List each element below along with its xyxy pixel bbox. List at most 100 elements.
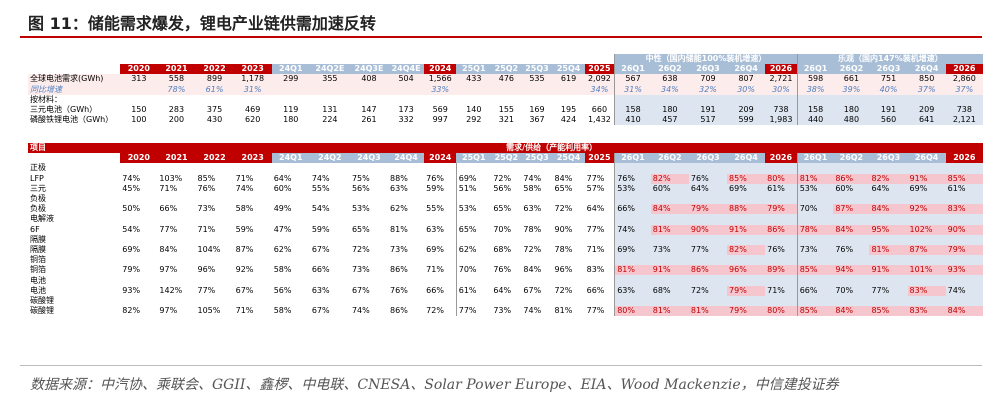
cell: 67% bbox=[235, 285, 254, 295]
cell bbox=[272, 214, 310, 224]
cell: 90% bbox=[945, 224, 983, 235]
column-header: 26Q2 bbox=[650, 64, 689, 75]
cell: 51% bbox=[455, 183, 492, 194]
cell bbox=[727, 234, 766, 245]
cell bbox=[833, 193, 870, 205]
cell: 62% bbox=[273, 244, 292, 254]
cell: 70% bbox=[833, 285, 870, 296]
cell: 71% bbox=[426, 265, 444, 275]
cell bbox=[491, 296, 521, 306]
cell: 86% bbox=[390, 265, 408, 275]
column-header: 25Q4 bbox=[552, 153, 585, 164]
cell: 85% bbox=[945, 173, 983, 184]
cell: 504 bbox=[388, 74, 425, 85]
cell: 76% bbox=[765, 244, 798, 256]
cell: 599 bbox=[727, 115, 766, 126]
column-header: 24Q1 bbox=[271, 153, 310, 164]
cell bbox=[796, 163, 834, 174]
cell: 77% bbox=[197, 285, 216, 295]
cell bbox=[553, 296, 585, 306]
cell: 53% bbox=[614, 183, 651, 194]
column-header: 2022 bbox=[195, 153, 234, 164]
column-header-row: 2020 2021 2022 2023 24Q1 24Q2 24Q3 24Q4 2024 25Q1… bbox=[28, 153, 983, 164]
cell bbox=[120, 296, 157, 306]
cell: 74% bbox=[235, 183, 254, 193]
column-header: 26Q1 bbox=[796, 153, 834, 164]
cell: 67% bbox=[311, 244, 330, 254]
cell bbox=[196, 194, 234, 204]
cell: 90% bbox=[554, 224, 573, 234]
cell bbox=[614, 295, 651, 306]
cell: 37% bbox=[907, 84, 946, 95]
cell bbox=[945, 275, 983, 286]
cell: 64% bbox=[493, 285, 512, 295]
cell: 32% bbox=[688, 84, 728, 95]
cell bbox=[869, 234, 908, 245]
cell: 79% bbox=[122, 265, 141, 275]
cell: 63% bbox=[614, 285, 651, 296]
cell: 76% bbox=[493, 265, 512, 275]
column-header: 2021 bbox=[157, 153, 196, 164]
cell: 81% bbox=[650, 224, 689, 235]
column-header: 2026 bbox=[765, 153, 798, 164]
cell: 85% bbox=[727, 173, 766, 184]
cell: 53% bbox=[796, 183, 834, 194]
cell: 77% bbox=[869, 285, 908, 296]
cell: 74% bbox=[945, 285, 983, 296]
cell bbox=[727, 275, 766, 286]
cell: 71% bbox=[197, 224, 216, 234]
column-header: 26Q4 bbox=[907, 153, 946, 164]
cell: 65% bbox=[493, 204, 512, 214]
cell bbox=[945, 234, 983, 245]
cell: 88% bbox=[390, 173, 408, 183]
cell: 158 bbox=[614, 104, 651, 116]
cell: 79% bbox=[727, 306, 766, 317]
cell: 103% bbox=[159, 173, 183, 183]
cell bbox=[765, 214, 798, 225]
cell bbox=[650, 214, 689, 225]
cell bbox=[521, 194, 552, 204]
section-row: 隔膜 bbox=[28, 234, 983, 245]
header-cell bbox=[28, 54, 615, 64]
row-label: 隔膜 bbox=[30, 244, 46, 254]
column-header: 2021 bbox=[157, 64, 196, 75]
cell bbox=[614, 94, 651, 105]
cell: 73% bbox=[493, 306, 512, 316]
column-header: 24Q2E bbox=[309, 64, 350, 75]
cell bbox=[650, 255, 689, 266]
cell: 70% bbox=[455, 265, 492, 276]
cell: 751 bbox=[869, 74, 908, 85]
cell: 65% bbox=[351, 224, 370, 234]
cell: 53% bbox=[455, 204, 492, 215]
section-row: 正极 bbox=[28, 163, 983, 174]
footer-rule bbox=[20, 365, 982, 366]
cell: 62% bbox=[455, 244, 492, 256]
cell: 97% bbox=[159, 306, 178, 316]
data-row: 碳酸锂 82% 97% 105% 71% 58% 67% 74% 86% 72% 77% 73% 74%… bbox=[28, 306, 983, 317]
cell: 102% bbox=[907, 224, 946, 235]
cell: 88% bbox=[727, 204, 766, 215]
column-header: 26Q2 bbox=[650, 153, 689, 164]
cell bbox=[196, 275, 234, 285]
cell bbox=[796, 275, 834, 286]
cell: 469 bbox=[245, 105, 261, 115]
cell: 67% bbox=[523, 285, 542, 295]
column-header: 25Q3 bbox=[521, 64, 553, 75]
cell: 87% bbox=[833, 204, 870, 215]
cell bbox=[196, 296, 234, 306]
cell: 80% bbox=[614, 306, 651, 317]
column-header: 25Q1 bbox=[456, 153, 492, 164]
cell bbox=[272, 275, 310, 285]
data-row: 三元电池（GWh） 150 283 375 469 119 131 147 173 569 140 1… bbox=[28, 104, 983, 116]
cell bbox=[869, 94, 908, 105]
cell: 433 bbox=[456, 74, 492, 85]
cell: 105% bbox=[197, 306, 221, 316]
cell bbox=[614, 214, 651, 225]
cell bbox=[234, 235, 272, 245]
cell: 1,432 bbox=[587, 115, 611, 125]
cell bbox=[945, 193, 983, 205]
cell bbox=[650, 94, 689, 105]
cell: 81% bbox=[390, 224, 408, 234]
cell bbox=[945, 214, 983, 225]
cell: 79% bbox=[765, 204, 798, 215]
